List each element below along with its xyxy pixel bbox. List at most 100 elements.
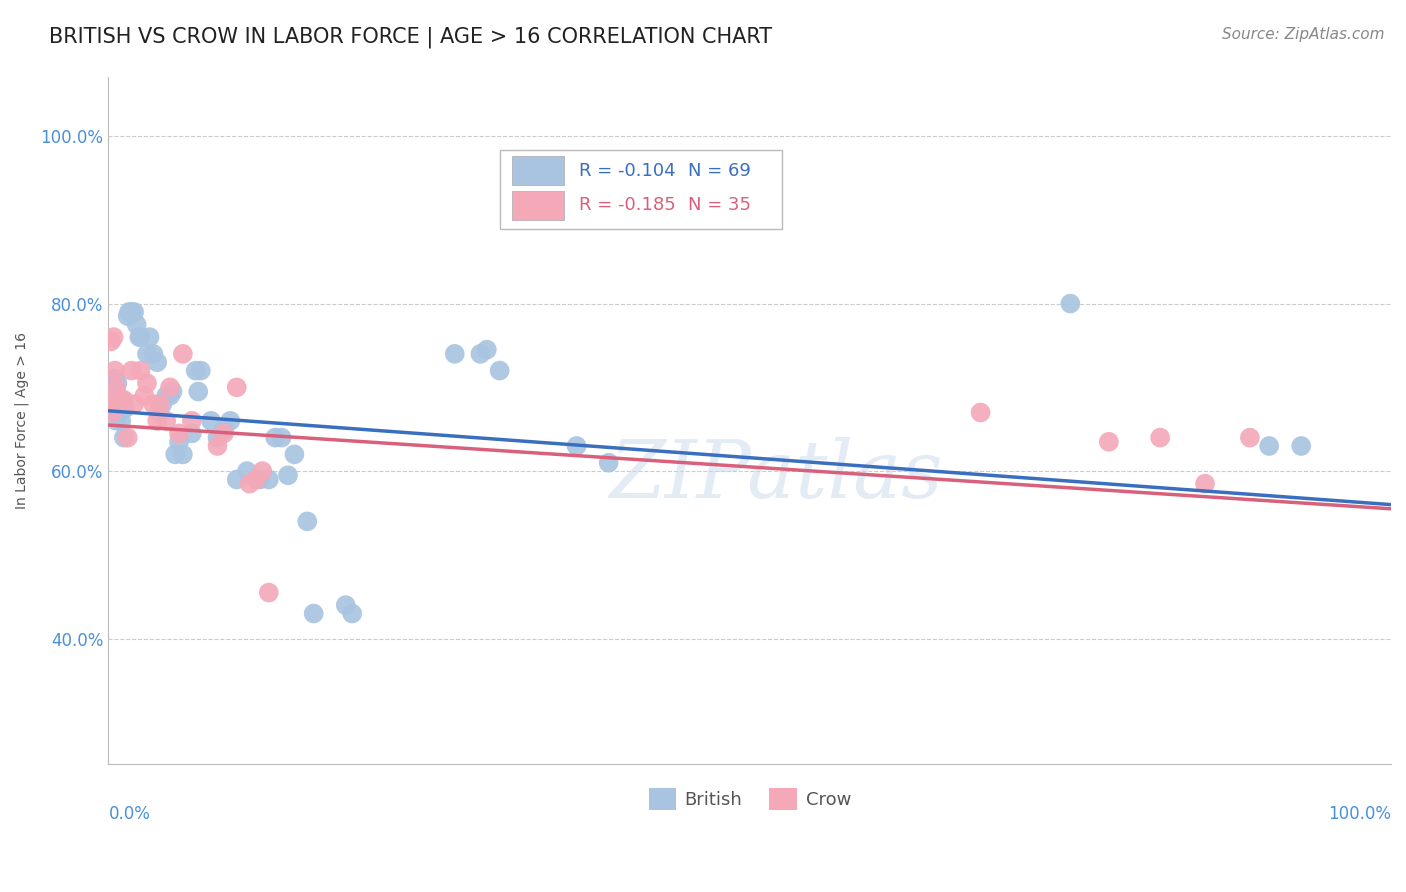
- Point: [121, 363, 143, 377]
- Point: [142, 397, 165, 411]
- Point: [155, 414, 177, 428]
- Text: 100.0%: 100.0%: [1329, 805, 1391, 823]
- Point: [225, 473, 247, 487]
- Text: 0.0%: 0.0%: [108, 805, 150, 823]
- Point: [252, 464, 274, 478]
- Point: [165, 447, 187, 461]
- Point: [128, 330, 150, 344]
- Point: [129, 363, 152, 377]
- Point: [245, 473, 267, 487]
- Point: [245, 473, 267, 487]
- Point: [1194, 476, 1216, 491]
- Point: [297, 514, 319, 528]
- FancyBboxPatch shape: [499, 150, 782, 228]
- Point: [136, 376, 159, 391]
- Point: [212, 426, 235, 441]
- Point: [207, 439, 229, 453]
- Point: [302, 607, 325, 621]
- Text: N = 35: N = 35: [688, 196, 751, 214]
- Point: [283, 447, 305, 461]
- Point: [112, 431, 135, 445]
- Point: [1059, 296, 1081, 310]
- Point: [225, 380, 247, 394]
- Point: [101, 405, 124, 419]
- Point: [101, 372, 124, 386]
- Point: [236, 464, 259, 478]
- Point: [103, 389, 125, 403]
- Point: [138, 330, 160, 344]
- Point: [110, 392, 132, 407]
- Point: [1149, 431, 1171, 445]
- Point: [155, 389, 177, 403]
- Point: [110, 414, 132, 428]
- Point: [103, 330, 125, 344]
- Point: [488, 363, 510, 377]
- FancyBboxPatch shape: [512, 156, 564, 186]
- Point: [100, 334, 122, 349]
- Point: [1289, 439, 1312, 453]
- Point: [103, 372, 125, 386]
- Point: [104, 405, 127, 419]
- Point: [180, 426, 202, 441]
- Point: [134, 389, 156, 403]
- Text: N = 69: N = 69: [688, 161, 751, 180]
- Point: [565, 439, 588, 453]
- Point: [257, 473, 280, 487]
- Point: [1098, 434, 1121, 449]
- Point: [98, 397, 121, 411]
- Point: [149, 397, 172, 411]
- Point: [340, 607, 363, 621]
- Point: [118, 305, 141, 319]
- Point: [270, 431, 292, 445]
- Point: [100, 389, 122, 403]
- Point: [107, 389, 129, 403]
- Point: [136, 347, 159, 361]
- Point: [598, 456, 620, 470]
- Point: [104, 363, 127, 377]
- Point: [114, 401, 136, 416]
- Point: [249, 473, 271, 487]
- Y-axis label: In Labor Force | Age > 16: In Labor Force | Age > 16: [15, 333, 30, 509]
- Point: [257, 585, 280, 599]
- Point: [146, 355, 169, 369]
- Point: [167, 426, 190, 441]
- Text: R = -0.185: R = -0.185: [579, 196, 676, 214]
- Point: [125, 318, 148, 332]
- Text: ZIPatlas: ZIPatlas: [609, 437, 942, 515]
- Point: [180, 414, 202, 428]
- Point: [443, 347, 465, 361]
- Point: [159, 380, 181, 394]
- Point: [470, 347, 492, 361]
- Point: [101, 397, 124, 411]
- Point: [122, 397, 145, 411]
- Point: [969, 405, 991, 419]
- Point: [150, 397, 173, 411]
- Text: Source: ZipAtlas.com: Source: ZipAtlas.com: [1222, 27, 1385, 42]
- Point: [149, 405, 172, 419]
- Point: [219, 414, 242, 428]
- Point: [238, 476, 260, 491]
- Point: [277, 468, 299, 483]
- Point: [184, 363, 207, 377]
- Point: [172, 347, 194, 361]
- Point: [129, 330, 152, 344]
- Point: [187, 384, 209, 399]
- Point: [475, 343, 498, 357]
- Point: [105, 414, 128, 428]
- Point: [121, 305, 143, 319]
- Point: [104, 372, 127, 386]
- Point: [111, 392, 134, 407]
- Point: [212, 422, 235, 436]
- Point: [1258, 439, 1281, 453]
- Point: [107, 397, 129, 411]
- Point: [122, 305, 145, 319]
- Point: [159, 389, 181, 403]
- Point: [264, 431, 287, 445]
- FancyBboxPatch shape: [512, 191, 564, 219]
- Text: BRITISH VS CROW IN LABOR FORCE | AGE > 16 CORRELATION CHART: BRITISH VS CROW IN LABOR FORCE | AGE > 1…: [49, 27, 772, 48]
- Point: [207, 431, 229, 445]
- Point: [112, 392, 135, 407]
- Point: [108, 392, 131, 407]
- Point: [107, 376, 129, 391]
- Point: [172, 447, 194, 461]
